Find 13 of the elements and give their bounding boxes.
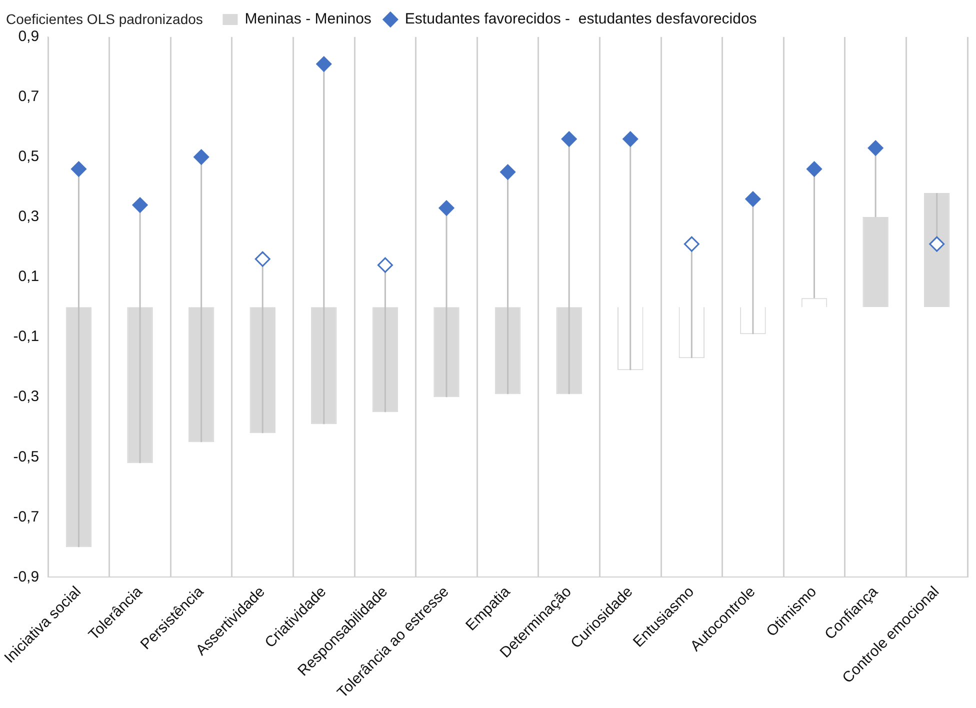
y-tick-label: -0,7 [13, 508, 40, 526]
y-tick-label: 0,9 [18, 28, 40, 46]
y-tick-label: -0,1 [13, 328, 40, 346]
y-tick-label: -0,3 [13, 388, 40, 406]
y-tick-label: 0,5 [18, 148, 40, 166]
y-axis-title: Coeficientes OLS padronizados [6, 10, 203, 27]
y-tick-label: -0,9 [13, 568, 40, 586]
y-tick-label: 0,3 [18, 208, 40, 226]
legend-label: Meninas - Meninos [244, 10, 372, 28]
y-tick-label: 0,1 [18, 268, 40, 286]
y-tick-label: -0,5 [13, 448, 40, 466]
legend-label: Estudantes favorecidos - estudantes desfavorecidos [404, 10, 757, 28]
y-tick-label: 0,7 [18, 88, 40, 106]
